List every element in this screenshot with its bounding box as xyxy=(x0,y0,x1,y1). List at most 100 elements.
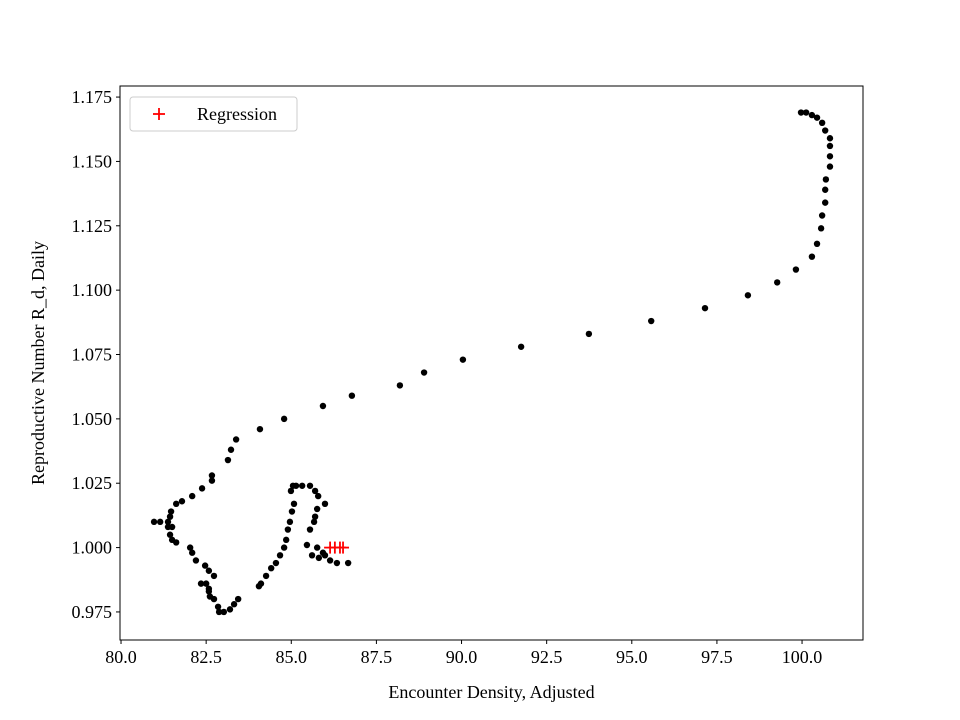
point xyxy=(818,212,826,219)
point xyxy=(205,588,213,595)
point xyxy=(210,595,218,603)
point xyxy=(802,109,810,116)
point xyxy=(167,508,175,515)
point xyxy=(156,518,164,526)
point xyxy=(348,392,356,399)
point xyxy=(168,523,176,531)
y-tick-label: 1.100 xyxy=(72,280,113,300)
point xyxy=(202,580,210,587)
point xyxy=(208,477,216,484)
point xyxy=(150,518,158,526)
point xyxy=(311,487,319,495)
x-axis-label: Encounter Density, Adjusted xyxy=(388,682,594,702)
point xyxy=(808,111,816,119)
y-axis-label: Reproductive Number R_d, Daily xyxy=(28,241,48,485)
point xyxy=(585,330,593,338)
point xyxy=(344,559,352,567)
point xyxy=(257,580,265,587)
y-tick-label: 1.075 xyxy=(72,345,113,365)
y-tick-label: 1.125 xyxy=(72,216,113,236)
x-tick-label: 80.0 xyxy=(105,647,137,667)
point xyxy=(282,536,290,544)
point xyxy=(286,518,294,526)
y-tick-label: 1.025 xyxy=(72,473,113,493)
point xyxy=(272,559,280,567)
point xyxy=(208,472,216,479)
point xyxy=(333,559,341,567)
legend-label: Regression xyxy=(197,104,277,124)
point xyxy=(808,253,816,260)
point xyxy=(284,526,292,533)
point xyxy=(321,500,329,508)
point xyxy=(826,135,834,142)
point xyxy=(292,482,300,489)
point xyxy=(306,482,314,489)
point xyxy=(822,186,829,193)
point xyxy=(192,557,200,564)
point xyxy=(276,552,284,559)
y-tick-label: 1.150 xyxy=(72,151,113,171)
point xyxy=(701,304,709,312)
point xyxy=(773,279,781,286)
point xyxy=(648,317,655,325)
point xyxy=(308,552,316,559)
x-tick-label: 97.5 xyxy=(701,647,733,667)
x-tick-label: 90.0 xyxy=(446,647,478,667)
point xyxy=(287,487,295,495)
point xyxy=(210,572,218,580)
point xyxy=(215,608,223,616)
point xyxy=(166,531,174,538)
point xyxy=(517,343,525,350)
point xyxy=(315,554,323,562)
point xyxy=(288,508,296,515)
x-tick-label: 87.5 xyxy=(361,647,393,667)
point xyxy=(314,492,322,500)
point xyxy=(224,456,232,464)
y-tick-label: 1.175 xyxy=(72,87,113,107)
x-tick-label: 92.5 xyxy=(531,647,563,667)
x-tick-label: 85.0 xyxy=(276,647,308,667)
point xyxy=(186,544,194,551)
point xyxy=(310,518,318,526)
point xyxy=(813,114,821,121)
point xyxy=(280,415,288,423)
point xyxy=(188,549,196,556)
point xyxy=(230,601,238,608)
point xyxy=(337,541,350,554)
point xyxy=(420,369,428,376)
point xyxy=(321,552,329,559)
point xyxy=(822,127,829,134)
point xyxy=(311,513,319,520)
point xyxy=(262,572,270,580)
point xyxy=(164,518,172,526)
point xyxy=(303,541,311,549)
point xyxy=(817,225,825,232)
y-tick-label: 0.975 xyxy=(72,602,113,622)
legend-box xyxy=(129,96,298,132)
point xyxy=(220,608,228,616)
point xyxy=(744,292,752,299)
legend-marker xyxy=(153,108,165,120)
point xyxy=(178,498,186,505)
point xyxy=(822,199,829,206)
point xyxy=(201,562,209,569)
point xyxy=(214,603,222,610)
point xyxy=(234,595,242,603)
point xyxy=(313,505,321,513)
point xyxy=(826,142,834,150)
point xyxy=(205,567,213,574)
point xyxy=(822,176,830,183)
point xyxy=(313,544,321,551)
point xyxy=(188,492,196,500)
x-tick-label: 82.5 xyxy=(190,647,222,667)
point xyxy=(792,266,800,273)
point xyxy=(166,513,174,520)
point xyxy=(256,425,264,433)
point xyxy=(326,557,334,564)
y-tick-label: 1.050 xyxy=(72,409,113,429)
point xyxy=(267,564,275,572)
point xyxy=(227,446,235,453)
point xyxy=(280,544,288,551)
point xyxy=(319,402,327,410)
